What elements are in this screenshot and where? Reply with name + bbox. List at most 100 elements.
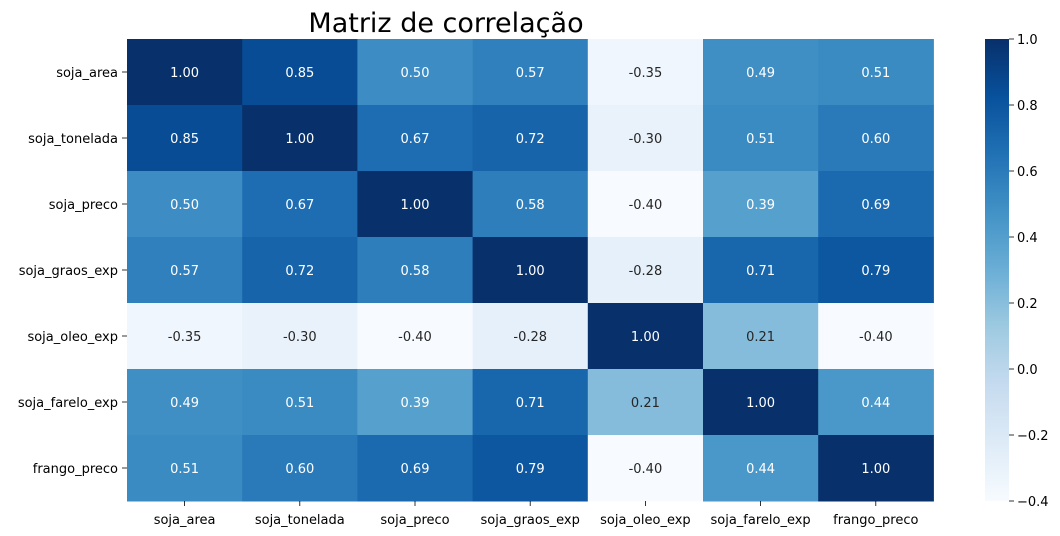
heatmap-cell — [587, 39, 704, 106]
heatmap-cell — [357, 303, 474, 370]
heatmap-cell — [818, 39, 934, 106]
cell-value-label: 0.21 — [746, 330, 775, 345]
heatmap-cell — [242, 105, 358, 172]
cell-value-label: 0.51 — [861, 66, 890, 81]
heatmap-cell — [242, 303, 358, 370]
heatmap-cell — [818, 303, 934, 370]
colorbar-tick-label: 0.4 — [1017, 231, 1038, 246]
x-tick-label-soja-preco: soja_preco — [380, 513, 449, 528]
cell-value-label: 0.79 — [516, 462, 545, 477]
heatmap-cell — [587, 171, 704, 238]
cell-value-label: 1.00 — [746, 396, 775, 411]
colorbar-tick-label: 1.0 — [1017, 33, 1038, 48]
cell-value-label: 0.50 — [401, 66, 430, 81]
y-tick-label-soja-farelo-exp: soja_farelo_exp — [18, 396, 118, 411]
heatmap-cell — [587, 105, 704, 172]
heatmap-cell — [357, 171, 474, 238]
cell-value-label: 0.85 — [170, 132, 199, 147]
cell-value-label: 0.21 — [631, 396, 660, 411]
colorbar-ticks: 1.0 0.8 0.6 0.4 0.2 0.0 −0.2 −0.4 — [1009, 33, 1049, 510]
colorbar-tick-label: −0.4 — [1017, 495, 1049, 510]
heatmap-cell — [127, 369, 243, 436]
heatmap-cell — [242, 435, 358, 502]
heatmap-cell — [357, 39, 474, 106]
cell-value-label: 0.69 — [861, 198, 890, 213]
heatmap-cell — [703, 39, 819, 106]
heatmap-cell — [357, 237, 474, 304]
cell-value-label: 1.00 — [170, 66, 199, 81]
cell-value-label: 0.57 — [170, 264, 199, 279]
heatmap-cell — [472, 105, 589, 172]
cell-value-label: 1.00 — [285, 132, 314, 147]
x-tick-label-soja-area: soja_area — [154, 513, 216, 528]
heatmap-cell — [127, 435, 243, 502]
cell-value-label: -0.40 — [859, 330, 893, 345]
colorbar-tick-label: 0.6 — [1017, 165, 1038, 180]
cell-value-label: 0.69 — [401, 462, 430, 477]
heatmap-cell — [703, 237, 819, 304]
heatmap-cell — [703, 369, 819, 436]
heatmap-cell — [818, 105, 934, 172]
cell-value-label: 0.51 — [170, 462, 199, 477]
cell-value-label: 0.51 — [285, 396, 314, 411]
cell-value-label: 0.60 — [285, 462, 314, 477]
colorbar-tick-label: 0.0 — [1017, 363, 1038, 378]
y-tick-label-soja-oleo-exp: soja_oleo_exp — [27, 330, 118, 345]
cell-value-label: 1.00 — [401, 198, 430, 213]
heatmap-cell — [127, 105, 243, 172]
x-tick-label-frango-preco: frango_preco — [833, 513, 918, 528]
heatmap-cell — [242, 237, 358, 304]
colorbar-tick-label: 0.8 — [1017, 99, 1038, 114]
heatmap-cell — [472, 303, 589, 370]
cell-value-label: -0.30 — [283, 330, 317, 345]
y-tick-label-frango-preco: frango_preco — [33, 462, 118, 477]
cell-value-label: 1.00 — [516, 264, 545, 279]
x-tick-label-soja-oleo-exp: soja_oleo_exp — [600, 513, 691, 528]
heatmap-cell — [127, 237, 243, 304]
cell-value-label: 0.44 — [746, 462, 775, 477]
colorbar — [985, 39, 1009, 501]
x-tick-label-soja-graos-exp: soja_graos_exp — [481, 513, 580, 528]
cell-value-label: 0.51 — [746, 132, 775, 147]
cell-value-label: 0.39 — [746, 198, 775, 213]
cell-value-label: 0.67 — [401, 132, 430, 147]
heatmap-cell — [242, 369, 358, 436]
heatmap-cell — [357, 105, 474, 172]
cell-value-label: 0.49 — [170, 396, 199, 411]
cell-value-label: -0.28 — [513, 330, 547, 345]
heatmap-cell — [357, 369, 474, 436]
y-tick-label-soja-preco: soja_preco — [49, 198, 118, 213]
y-tick-label-soja-area: soja_area — [56, 66, 118, 81]
cell-value-label: 0.57 — [516, 66, 545, 81]
cell-value-label: -0.40 — [629, 198, 663, 213]
cell-value-label: 0.71 — [746, 264, 775, 279]
heatmap-cell — [127, 303, 243, 370]
heatmap-cell — [127, 39, 243, 106]
heatmap-cell — [818, 369, 934, 436]
heatmap-cell — [818, 171, 934, 238]
heatmap-cell — [587, 435, 704, 502]
y-tick-label-soja-graos-exp: soja_graos_exp — [19, 264, 118, 279]
heatmap-cell — [587, 237, 704, 304]
heatmap-cell — [472, 39, 589, 106]
y-axis-ticks: soja_area soja_tonelada soja_preco soja_gra… — [18, 66, 127, 477]
cell-value-label: -0.40 — [398, 330, 432, 345]
colorbar-tick-label: 0.2 — [1017, 297, 1038, 312]
heatmap-cell — [127, 171, 243, 238]
cell-value-label: -0.35 — [168, 330, 202, 345]
heatmap-cell — [703, 105, 819, 172]
heatmap-cell — [703, 303, 819, 370]
cell-value-label: -0.28 — [629, 264, 663, 279]
cell-value-label: -0.40 — [629, 462, 663, 477]
heatmap-cell — [703, 435, 819, 502]
heatmap-cell — [703, 171, 819, 238]
chart-title: Matriz de correlação — [308, 8, 583, 39]
cell-value-label: 0.72 — [285, 264, 314, 279]
cell-value-label: -0.35 — [629, 66, 663, 81]
cell-value-label: 0.50 — [170, 198, 199, 213]
cell-value-label: 0.71 — [516, 396, 545, 411]
cell-value-label: 0.58 — [401, 264, 430, 279]
heatmap-cell — [587, 303, 704, 370]
heatmap-cells: 1.00 0.85 0.50 0.57 -0.35 0.49 0.51 0.85 1.00 0.6… — [127, 39, 934, 502]
